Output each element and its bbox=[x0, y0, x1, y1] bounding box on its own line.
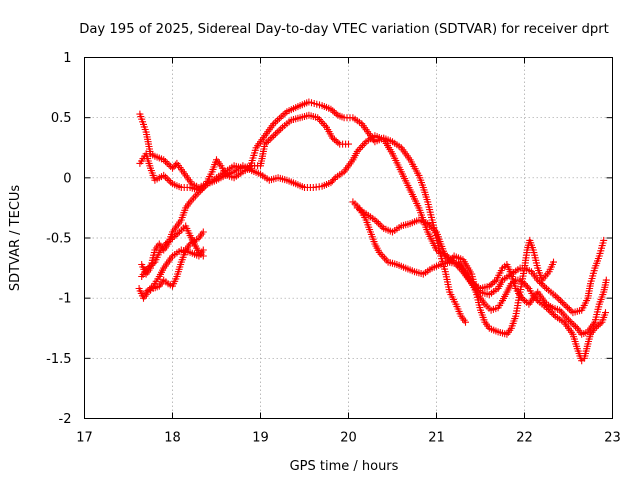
data-point-marker bbox=[162, 158, 169, 165]
data-point-marker bbox=[169, 164, 176, 172]
data-point-marker bbox=[491, 278, 499, 286]
data-point-marker bbox=[602, 276, 610, 284]
x-tick-label: 23 bbox=[604, 431, 621, 446]
data-point-marker bbox=[199, 228, 207, 236]
series-line bbox=[139, 114, 349, 191]
data-point-marker bbox=[170, 233, 178, 240]
data-point-marker bbox=[275, 127, 283, 135]
data-point-marker bbox=[144, 287, 152, 295]
data-point-marker bbox=[519, 295, 527, 303]
data-point-marker bbox=[523, 283, 531, 291]
data-point-marker bbox=[197, 187, 205, 195]
data-point-marker bbox=[329, 134, 337, 142]
y-tick-label: 1 bbox=[63, 51, 71, 66]
data-point-marker bbox=[174, 230, 182, 237]
series-track-9 bbox=[455, 258, 610, 338]
data-point-marker bbox=[329, 107, 337, 115]
series-track-8 bbox=[353, 204, 557, 338]
chart-title: Day 195 of 2025, Sidereal Day-to-day VTE… bbox=[79, 22, 609, 37]
data-point-marker bbox=[566, 318, 574, 325]
data-point-marker bbox=[426, 221, 433, 229]
series-line bbox=[139, 101, 466, 323]
data-point-marker bbox=[602, 309, 609, 317]
x-axis-label: GPS time / hours bbox=[290, 459, 399, 474]
data-point-marker bbox=[562, 302, 570, 310]
data-point-marker bbox=[376, 221, 384, 229]
data-point-marker bbox=[373, 218, 381, 226]
x-tick-label: 22 bbox=[516, 431, 533, 446]
data-point-marker bbox=[332, 137, 340, 145]
data-point-marker bbox=[328, 177, 336, 185]
grid bbox=[84, 57, 613, 419]
data-point-marker bbox=[147, 284, 155, 292]
data-point-marker bbox=[596, 320, 604, 328]
series-track-1 bbox=[136, 98, 469, 326]
data-point-marker bbox=[548, 309, 556, 317]
series-track-5 bbox=[142, 246, 207, 296]
series-track-3 bbox=[138, 132, 608, 317]
data-point-marker bbox=[170, 163, 178, 171]
series-group bbox=[135, 98, 610, 365]
data-point-marker bbox=[147, 261, 155, 269]
data-point-marker bbox=[550, 258, 557, 266]
data-point-marker bbox=[165, 177, 173, 184]
data-point-marker bbox=[266, 135, 274, 143]
series-line bbox=[141, 135, 605, 314]
data-point-marker bbox=[487, 281, 495, 289]
y-tick-label: -2 bbox=[59, 412, 72, 427]
data-point-marker bbox=[345, 140, 352, 148]
data-point-marker bbox=[144, 264, 152, 272]
data-point-marker bbox=[553, 293, 561, 301]
data-point-marker bbox=[570, 321, 578, 329]
data-point-marker bbox=[165, 161, 173, 169]
y-tick-label: -1.5 bbox=[46, 352, 71, 367]
data-point-marker bbox=[600, 236, 608, 244]
data-point-marker bbox=[522, 281, 530, 289]
y-tick-label: -0.5 bbox=[46, 232, 71, 247]
y-axis-label: SDTVAR / TECUs bbox=[8, 185, 23, 292]
series-track-7 bbox=[349, 198, 609, 365]
data-point-marker bbox=[557, 297, 565, 305]
data-point-marker bbox=[539, 281, 547, 289]
data-point-marker bbox=[162, 240, 169, 248]
data-point-marker bbox=[332, 110, 340, 118]
data-point-marker bbox=[518, 293, 526, 301]
data-point-marker bbox=[199, 252, 207, 260]
series-track-4 bbox=[135, 228, 207, 302]
y-tick-label: 0.5 bbox=[51, 111, 72, 126]
series-track-6 bbox=[138, 222, 207, 280]
data-point-marker bbox=[272, 130, 279, 138]
x-tick-label: 20 bbox=[340, 431, 357, 446]
data-point-marker bbox=[162, 173, 169, 181]
data-point-marker bbox=[429, 225, 437, 233]
axis-ticks: 17 18 19 20 21 22 23 -2 -1.5 -1 -0.5 0 0.5 1 bbox=[46, 51, 621, 446]
y-tick-label: -1 bbox=[59, 292, 72, 307]
data-point-marker bbox=[327, 179, 335, 187]
x-tick-label: 21 bbox=[428, 431, 445, 446]
data-point-marker bbox=[462, 318, 469, 326]
x-tick-label: 17 bbox=[76, 431, 93, 446]
data-point-marker bbox=[565, 305, 573, 313]
plot-frame bbox=[84, 57, 613, 419]
data-point-marker bbox=[330, 175, 338, 183]
data-point-marker bbox=[165, 237, 173, 245]
series-line bbox=[352, 201, 606, 362]
data-point-marker bbox=[200, 183, 208, 191]
data-point-marker bbox=[263, 139, 271, 146]
data-point-marker bbox=[516, 292, 524, 300]
y-tick-label: 0 bbox=[63, 171, 71, 186]
x-tick-label: 18 bbox=[164, 431, 181, 446]
series-track-2 bbox=[136, 111, 352, 194]
x-tick-label: 19 bbox=[252, 431, 269, 446]
